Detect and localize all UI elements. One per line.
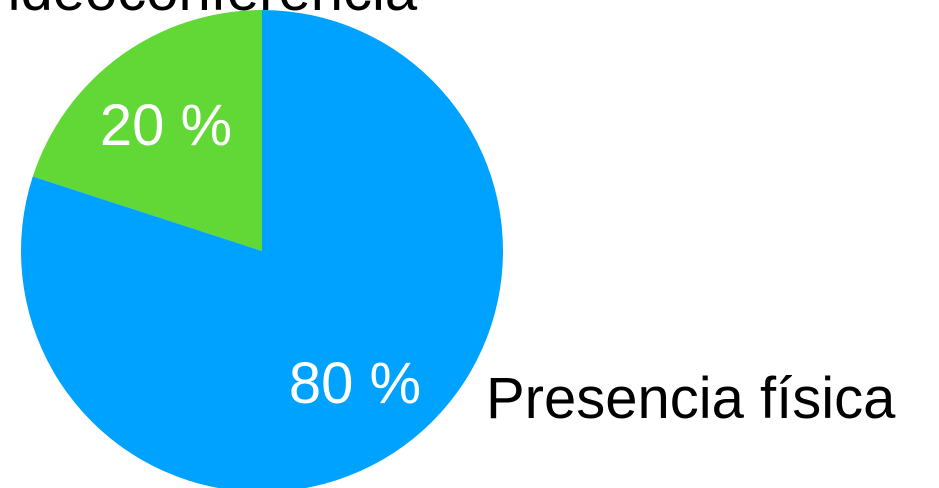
category-label-videoconferencia: Videoconferencia <box>0 0 418 23</box>
slice-value-label-presencia-fisica: 80 % <box>289 351 421 416</box>
pie-slice-videoconferencia <box>32 10 262 251</box>
pie-slice-presencia-fisica <box>21 10 503 488</box>
slice-value-label-videoconferencia: 20 % <box>100 93 232 158</box>
category-label-presencia-fisica: Presencia física <box>486 366 896 431</box>
pie-slices <box>21 10 503 488</box>
